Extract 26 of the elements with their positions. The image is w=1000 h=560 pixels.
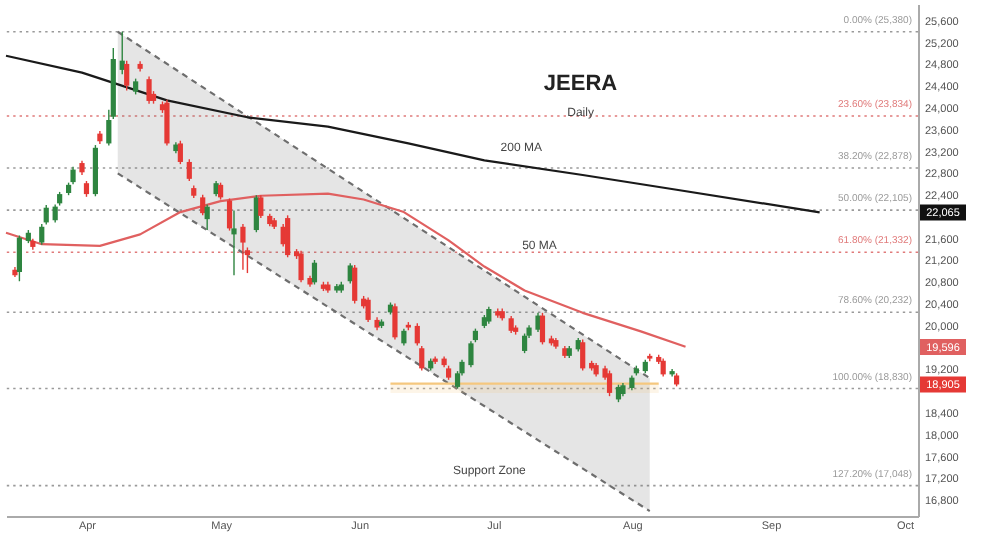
candlestick <box>392 302 398 341</box>
candlestick <box>352 264 358 305</box>
candlestick <box>231 209 237 276</box>
candlestick <box>285 214 291 258</box>
text: JEERA <box>543 72 618 96</box>
candlestick <box>39 223 45 246</box>
candlestick <box>43 204 49 226</box>
candlestick <box>92 144 99 197</box>
line-series <box>4 192 687 348</box>
candlestick <box>204 203 210 231</box>
candlestick <box>258 194 264 219</box>
candlestick <box>240 223 246 271</box>
candlestick <box>606 369 613 397</box>
candlestick <box>200 193 206 217</box>
candlestick <box>164 99 170 147</box>
candlestick <box>580 338 586 372</box>
candlestick <box>146 75 152 105</box>
candlestick <box>186 158 192 182</box>
candlestick <box>414 322 420 347</box>
candlestick <box>539 312 546 346</box>
candlestick <box>226 197 233 232</box>
candlestick <box>419 345 425 372</box>
line-series <box>4 54 821 214</box>
candlestick <box>124 59 130 92</box>
candlestick <box>521 332 528 354</box>
candlestick <box>365 296 371 323</box>
